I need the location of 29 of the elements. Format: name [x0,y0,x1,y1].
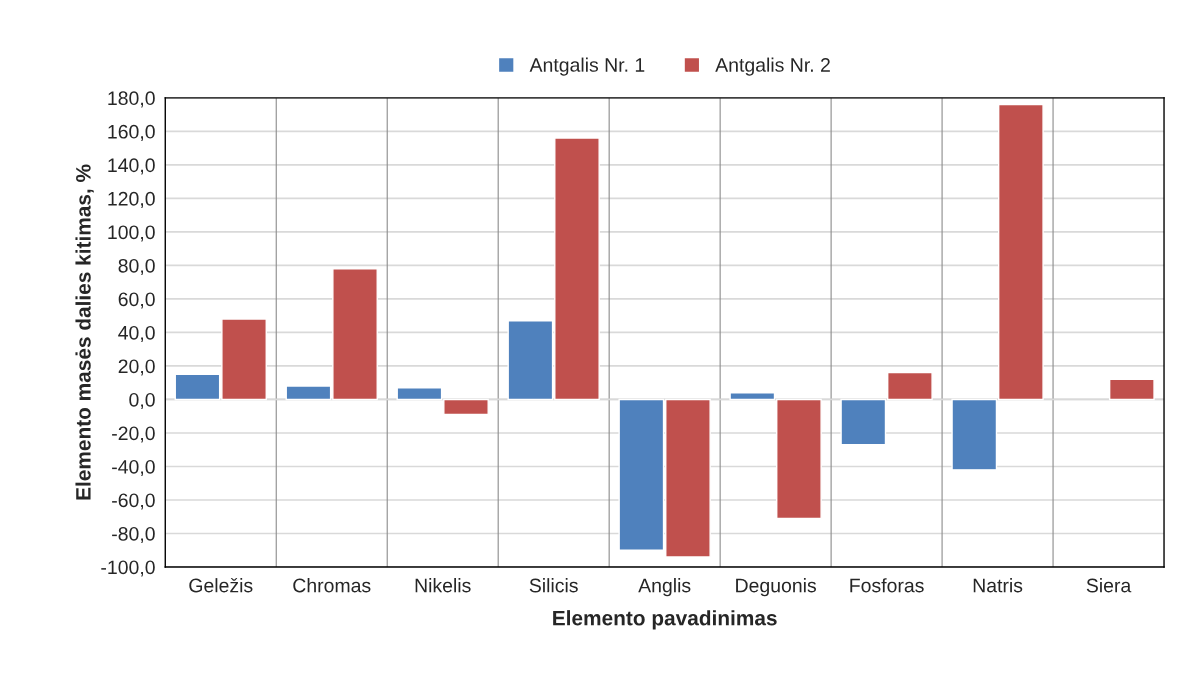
y-tick-label: 120,0 [108,191,155,208]
x-tick-label: Chromas [293,578,371,593]
y-tick-label: -80,0 [112,526,155,544]
x-tick-label: Natris [973,578,1023,593]
y-tick-label: 20,0 [118,359,155,376]
y-tick-label: -100,0 [101,560,155,577]
y-tick-label: 100,0 [108,225,155,242]
y-tick-label: 0,0 [129,392,155,409]
x-tick-label: Geležis [189,578,253,593]
x-tick-label: Nikelis [415,578,471,593]
y-tick-label: 40,0 [118,325,155,342]
y-tick-label: 80,0 [118,258,155,275]
x-tick-label: Deguonis [736,578,816,597]
y-axis-title: Elemento masės dalies kitimas, % [75,164,94,500]
y-tick-label: -60,0 [112,493,155,510]
x-axis-title: Elemento pavadinimas [553,610,777,630]
legend-label: Antgalis Nr. 1 [529,57,645,76]
x-tick-label: Silicis [529,578,578,593]
y-tick-label: -40,0 [112,459,155,477]
x-tick-label: Siera [1086,578,1132,593]
legend-label: Antgalis Nr. 2 [715,57,830,76]
bar [1108,378,1155,401]
y-tick-label: 140,0 [108,158,155,175]
y-tick-label: 160,0 [108,124,155,141]
y-tick-label: -20,0 [112,426,155,443]
y-tick-label: 60,0 [118,292,155,309]
x-tick-label: Fosforas [850,578,924,593]
y-tick-label: 180,0 [108,91,155,108]
x-tick-label: Anglis [638,578,691,597]
